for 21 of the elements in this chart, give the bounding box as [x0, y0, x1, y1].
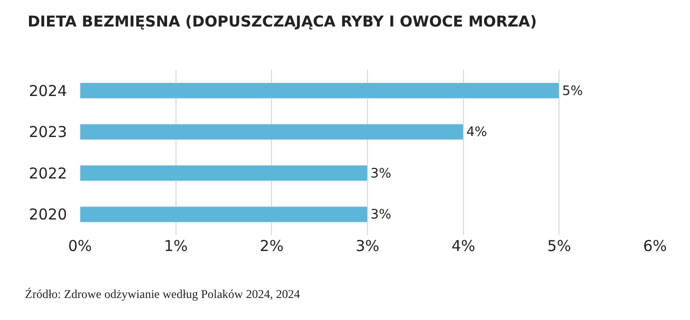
- x-tick-label: 6%: [643, 237, 667, 255]
- x-tick-label: 0%: [68, 237, 92, 255]
- y-tick-label: 2020: [28, 206, 67, 224]
- bar: [80, 82, 560, 99]
- data-label: 3%: [370, 166, 392, 182]
- x-tick-label: 1%: [164, 237, 188, 255]
- y-tick-label: 2024: [28, 82, 67, 100]
- text: Źródło: Zdrowe odżywianie według Polaków 2024, 2024: [25, 287, 300, 301]
- y-tick-label: 2023: [28, 123, 67, 142]
- bar: [80, 165, 368, 182]
- x-tick-label: 3%: [356, 237, 380, 255]
- bar: [80, 124, 464, 140]
- x-tick-label: 5%: [547, 237, 572, 255]
- x-tick-label: 2%: [260, 237, 284, 255]
- data-label: 3%: [370, 208, 392, 223]
- data-label: 4%: [466, 125, 488, 140]
- chart-title: DIETA BEZMIĘSNA (DOPUSZCZAJĄCA RYBY I OWOCE MORZA): [28, 12, 537, 30]
- bar: [80, 206, 368, 222]
- x-tick-label: 4%: [451, 237, 476, 255]
- y-tick-label: 2022: [28, 164, 67, 182]
- data-label: 5%: [562, 84, 583, 99]
